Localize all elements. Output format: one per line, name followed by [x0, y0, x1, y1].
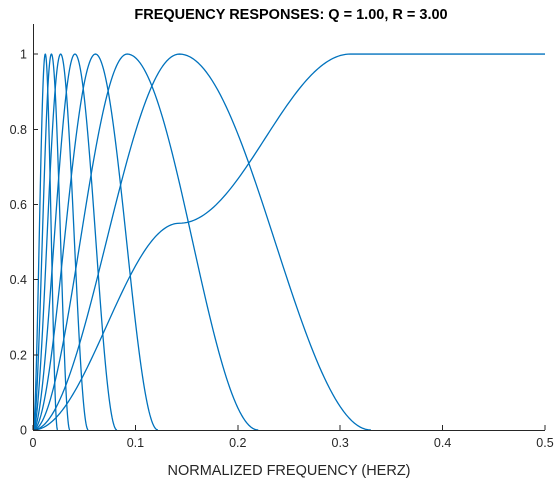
x-ticks-group: 0 0.1 0.2 0.3 0.4 0.5: [30, 425, 554, 450]
y-tick-label: 0.4: [10, 273, 27, 287]
response-curve-3: [32, 53, 89, 431]
y-tick-label: 1: [20, 48, 27, 62]
x-tick-label: 0.4: [434, 436, 451, 450]
x-tick-label: 0.2: [229, 436, 246, 450]
y-tick-label: 0: [20, 424, 27, 438]
chart-title: FREQUENCY RESPONSES: Q = 1.00, R = 3.00: [134, 7, 447, 23]
x-tick-label: 0.5: [536, 436, 553, 450]
x-tick-label: 0.1: [127, 436, 144, 450]
x-axis-label: NORMALIZED FREQUENCY (HERZ): [167, 463, 410, 479]
x-tick-label: 0.3: [332, 436, 349, 450]
y-tick-label: 0.8: [10, 123, 27, 137]
response-curve-8: [32, 53, 545, 431]
response-curve-6: [32, 53, 259, 431]
x-tick-label: 0: [30, 436, 37, 450]
response-curve-4: [32, 53, 118, 431]
response-curve-5: [32, 53, 159, 431]
curves-group: [32, 53, 545, 431]
y-tick-label: 0.6: [10, 198, 27, 212]
y-ticks-group: 0 0.2 0.4 0.6 0.8 1: [10, 48, 38, 438]
response-curve-2: [32, 53, 71, 431]
y-tick-label: 0.2: [10, 348, 27, 362]
response-curve-7: [32, 53, 371, 431]
